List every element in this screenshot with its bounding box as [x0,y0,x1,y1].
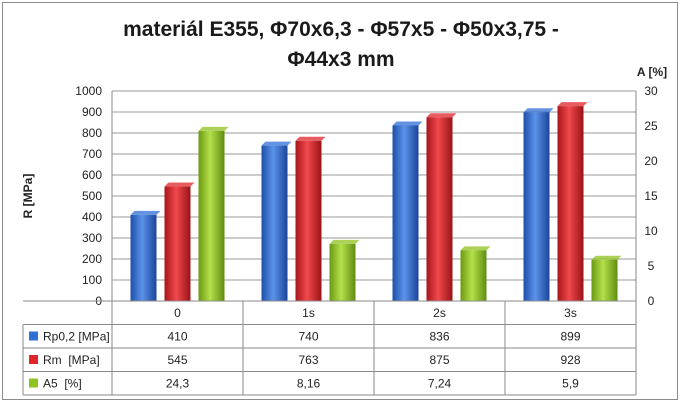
data-label: 7,24 [428,377,452,391]
bar-2-0 [198,130,225,301]
bar-top-1-1 [295,136,326,141]
bar-top-1-0 [164,182,195,187]
data-label: 740 [298,330,318,344]
bar-1-1 [295,140,322,301]
data-label: 24,3 [166,377,190,391]
bar-top-2-2 [460,246,491,251]
bar-2-2 [460,250,487,301]
legend-swatch-1 [29,355,38,364]
bar-top-0-0 [130,210,161,215]
bar-1-0 [164,186,191,301]
bar-top-0-1 [261,141,292,146]
bar-top-1-3 [557,102,588,107]
bar-top-2-0 [198,126,229,131]
legend-swatch-2 [29,378,38,388]
y-tick-label: 200 [82,252,102,266]
y2-tick-label: 15 [644,189,658,203]
y2-tick-label: 0 [648,294,655,308]
y2-ticks: 0 5 10 15 20 25 30 [644,84,658,308]
chart-title-line-2: Φ44x3 mm [287,48,394,71]
y2-tick-label: 30 [644,84,658,98]
data-label: 5,9 [562,377,579,391]
legend-label: A5 [%] [43,377,82,391]
y-tick-label: 800 [82,126,102,140]
y-tick-label: 600 [82,168,102,182]
data-label: 8,16 [297,377,321,391]
bar-top-0-3 [523,108,554,113]
y2-tick-label: 5 [648,259,655,273]
y2-axis-label: A [%] [637,65,667,79]
y-tick-label: 400 [82,210,102,224]
y2-tick-label: 25 [644,119,658,133]
bar-0-0 [130,214,157,301]
bar-top-2-1 [329,239,360,244]
bar-0-2 [392,125,419,301]
bars [130,102,622,302]
bar-top-1-2 [426,113,457,118]
y2-tick-label: 10 [644,224,658,238]
bar-top-2-3 [591,255,622,260]
data-label: 763 [298,353,318,367]
data-label: 899 [560,330,580,344]
bar-2-1 [329,243,356,301]
data-label: 410 [167,330,187,344]
bar-1-2 [426,117,453,301]
data-table: 0 1s 2s 3s Rp0,2 [MPa] 410 740 836 899 Rm [MPa] 54… [22,300,637,396]
y-axis-label: R [MPa] [21,174,35,219]
y-tick-label: 100 [82,273,102,287]
y-tick-label: 500 [82,189,102,203]
legend-swatch-0 [29,331,38,341]
category-label: 1s [302,306,315,320]
bar-0-1 [261,145,288,301]
bar-2-3 [591,259,618,301]
y-tick-label: 300 [82,231,102,245]
data-label: 836 [429,330,449,344]
chart-title-line-1: materiál E355, Φ70x6,3 - Φ57x5 - Φ50x3,7… [123,18,559,41]
category-label: 3s [564,306,577,320]
y-tick-label: 900 [82,105,102,119]
y2-tick-label: 20 [644,154,658,168]
y-tick-label: 700 [82,147,102,161]
category-label: 0 [174,306,181,320]
legend-label: Rp0,2 [MPa] [43,330,110,344]
bar-top-0-2 [392,121,423,126]
y-tick-label: 1000 [75,84,102,98]
bar-0-3 [523,112,550,302]
bar-1-3 [557,106,584,302]
legend-label: Rm [MPa] [43,353,100,367]
grid-lines [111,90,637,302]
category-label: 2s [433,306,446,320]
data-label: 928 [560,353,580,367]
data-label: 545 [167,353,187,367]
data-label: 875 [429,353,449,367]
